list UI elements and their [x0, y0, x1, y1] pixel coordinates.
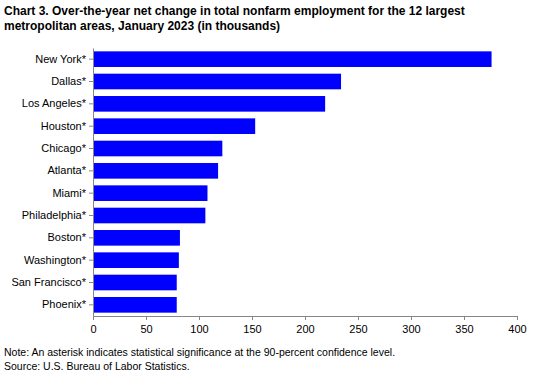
x-tick: 100	[190, 316, 208, 335]
bar	[93, 163, 218, 179]
y-tick: Atlanta*	[47, 164, 93, 176]
y-tick-label: Atlanta*	[47, 164, 86, 176]
y-tick-mark	[89, 237, 93, 238]
x-axis: 0 50 100 150 200 250 300 350 400	[90, 316, 526, 335]
bar	[93, 230, 180, 246]
x-tick-label: 50	[140, 323, 152, 335]
y-tick-label: Washington*	[24, 254, 87, 266]
x-tick-mark	[517, 316, 518, 320]
bar	[93, 118, 255, 134]
x-tick-label: 150	[243, 323, 261, 335]
x-tick: 150	[243, 316, 261, 335]
y-tick-label: San Francisco*	[11, 276, 86, 288]
y-tick-mark	[89, 260, 93, 261]
title: Chart 3. Over-the-year net change in tot…	[4, 4, 465, 33]
y-tick-label: Los Angeles*	[22, 97, 87, 109]
x-tick: 200	[296, 316, 314, 335]
x-tick-label: 300	[402, 323, 420, 335]
bar	[93, 141, 222, 157]
x-tick-label: 250	[349, 323, 367, 335]
bar	[93, 208, 205, 224]
y-tick-mark	[89, 282, 93, 283]
note: Note: An asterisk indicates statistical …	[4, 346, 395, 358]
y-tick: Boston*	[47, 231, 93, 243]
bar	[93, 74, 341, 90]
note: Source: U.S. Bureau of Labor Statistics.	[4, 360, 190, 372]
bar	[93, 185, 207, 201]
y-tick-label: Chicago*	[41, 142, 86, 154]
x-tick-mark	[252, 316, 253, 320]
x-tick-mark	[411, 316, 412, 320]
y-tick-mark	[89, 215, 93, 216]
y-tick-mark	[89, 126, 93, 127]
x-tick-mark	[199, 316, 200, 320]
bar	[93, 252, 179, 268]
bars	[93, 51, 492, 312]
x-tick-mark	[305, 316, 306, 320]
y-tick-mark	[89, 304, 93, 305]
y-tick: Miami*	[52, 187, 93, 199]
y-axis-line	[93, 49, 94, 317]
x-tick: 300	[402, 316, 420, 335]
y-axis: New York* Dallas* Los Angeles* Houston* Chic…	[11, 49, 93, 317]
x-tick-label: 350	[455, 323, 473, 335]
y-tick: Dallas*	[51, 75, 93, 87]
y-tick: San Francisco*	[11, 276, 93, 288]
x-tick: 0	[90, 316, 96, 335]
title-line: metropolitan areas, January 2023 (in tho…	[4, 19, 280, 33]
y-tick-label: New York*	[35, 53, 86, 65]
y-tick-label: Dallas*	[51, 75, 87, 87]
y-tick-mark	[89, 81, 93, 82]
plot: 0 50 100 150 200 250 300 350 400 New York* Dallas*…	[11, 49, 526, 335]
y-tick-label: Philadelphia*	[22, 209, 87, 221]
x-tick-mark	[358, 316, 359, 320]
chart: Chart 3. Over-the-year net change in tot…	[0, 0, 536, 377]
y-tick: New York*	[35, 53, 93, 65]
x-tick: 250	[349, 316, 367, 335]
y-tick: Washington*	[24, 254, 93, 266]
x-tick: 50	[140, 316, 152, 335]
x-tick-label: 200	[296, 323, 314, 335]
x-tick-mark	[146, 316, 147, 320]
y-tick-label: Miami*	[52, 187, 86, 199]
x-tick: 400	[508, 316, 526, 335]
x-tick-mark	[93, 316, 94, 320]
y-tick: Los Angeles*	[22, 97, 93, 109]
x-tick-mark	[464, 316, 465, 320]
x-tick-label: 400	[508, 323, 526, 335]
y-tick-mark	[89, 59, 93, 60]
bar	[93, 297, 177, 313]
x-tick-label: 0	[90, 323, 96, 335]
y-tick-label: Phoenix*	[42, 298, 87, 310]
title-line: Chart 3. Over-the-year net change in tot…	[4, 4, 465, 18]
bar	[93, 51, 492, 67]
y-tick-mark	[89, 103, 93, 104]
y-tick-label: Houston*	[41, 120, 87, 132]
y-tick: Philadelphia*	[22, 209, 93, 221]
y-tick-label: Boston*	[47, 231, 86, 243]
y-tick-mark	[89, 170, 93, 171]
y-tick: Houston*	[41, 120, 93, 132]
x-axis-line	[94, 317, 518, 321]
x-tick-label: 100	[190, 323, 208, 335]
y-tick: Chicago*	[41, 142, 93, 154]
x-tick: 350	[455, 316, 473, 335]
bar	[93, 275, 177, 291]
bar	[93, 96, 325, 112]
y-tick-mark	[89, 193, 93, 194]
y-tick: Phoenix*	[42, 298, 93, 310]
y-tick-mark	[89, 148, 93, 149]
